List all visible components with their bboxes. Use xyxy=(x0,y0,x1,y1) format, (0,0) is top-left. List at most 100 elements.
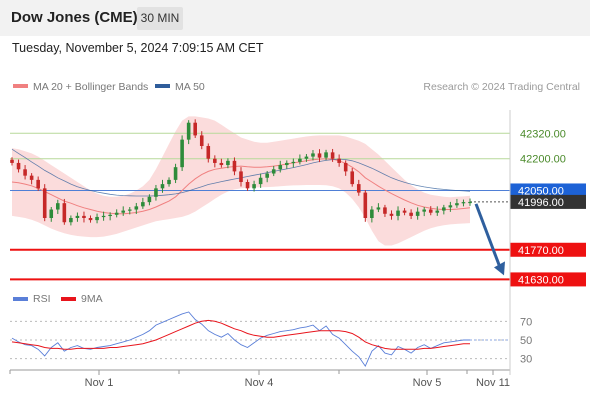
legend-label-9ma: 9MA xyxy=(81,293,103,305)
candle-body xyxy=(69,218,73,223)
level-label-resistance: 42200.00 xyxy=(520,154,566,166)
candle-body xyxy=(311,153,315,157)
candle-body xyxy=(415,211,420,216)
level-lines-layer xyxy=(10,132,510,281)
candle-body xyxy=(258,177,263,185)
rsi-tick-label: 70 xyxy=(520,316,532,328)
candles-layer xyxy=(10,119,472,226)
candle-body xyxy=(23,169,27,176)
rsi-tick-label: 30 xyxy=(520,354,532,366)
down-arrow-icon xyxy=(494,261,505,276)
candle-body xyxy=(88,218,93,221)
timestamp-label: Tuesday, November 5, 2024 7:09:15 AM CET xyxy=(12,41,264,55)
level-badge-pivot xyxy=(510,183,586,198)
candle-body xyxy=(213,158,217,163)
level-badge-support xyxy=(510,272,586,287)
rsi-line xyxy=(11,311,470,368)
candle-body xyxy=(402,210,407,213)
level-badges-layer: 42320.00 42200.00 42050.00 41770.00 41630.00… xyxy=(510,128,586,287)
candle-body xyxy=(147,196,152,203)
legend-swatch-rsi xyxy=(13,297,28,301)
candle-body xyxy=(337,158,341,163)
x-tick-label: Nov 1 xyxy=(85,377,114,389)
level-badge-text: 41770.00 xyxy=(518,245,564,257)
forecast-arrow-layer xyxy=(474,203,505,276)
legend-swatch-9ma xyxy=(61,297,76,301)
x-tick-label: Nov 11 xyxy=(476,377,510,389)
legend-swatch-bollinger xyxy=(13,84,28,88)
rsi-legend: RSI 9MA xyxy=(13,293,103,305)
candle-body xyxy=(317,153,322,158)
level-label-resistance: 42320.00 xyxy=(520,128,566,140)
candle-body xyxy=(232,160,237,172)
candle-body xyxy=(389,213,394,216)
candle-body xyxy=(127,209,132,211)
instrument-title: Dow Jones (CME) xyxy=(11,9,138,26)
candle-body xyxy=(356,184,361,193)
watermark: Research © 2024 Trading Central xyxy=(423,81,580,93)
rsi-9ma-line xyxy=(11,319,470,350)
candle-body xyxy=(160,184,165,189)
x-tick-label: Nov 4 xyxy=(245,377,274,389)
candle-body xyxy=(291,161,296,164)
candle-body xyxy=(108,214,112,217)
candle-body xyxy=(36,179,40,189)
legend-swatch-ma50 xyxy=(155,84,170,88)
candle-body xyxy=(121,210,126,213)
header-bar: Dow Jones (CME) 30 MIN xyxy=(0,0,590,36)
candle-body xyxy=(422,209,426,212)
candle-body xyxy=(134,206,139,210)
level-badge-support xyxy=(510,242,586,257)
candle-body xyxy=(435,210,440,213)
candle-body xyxy=(304,156,309,159)
ma20-line xyxy=(11,158,471,215)
candle-body xyxy=(56,203,60,210)
main-legend: MA 20 + Bollinger Bands MA 50 Research ©… xyxy=(13,81,580,93)
candle-body xyxy=(141,202,145,207)
candle-body xyxy=(186,122,191,140)
candle-body xyxy=(330,152,335,159)
candle-body xyxy=(16,162,21,170)
candle-body xyxy=(285,162,289,166)
candle-body xyxy=(82,215,86,218)
forecast-arrow-shaft xyxy=(474,203,502,268)
candle-body xyxy=(154,188,158,197)
candle-body xyxy=(62,203,67,223)
candle-body xyxy=(350,171,355,185)
candle-body xyxy=(383,207,387,214)
candle-body xyxy=(409,212,413,216)
candle-body xyxy=(468,201,472,204)
candle-body xyxy=(245,182,250,189)
last-price-text: 41996.00 xyxy=(518,197,564,209)
candle-body xyxy=(193,122,197,136)
legend-label-ma50: MA 50 xyxy=(175,81,205,93)
level-badge-text: 42050.00 xyxy=(518,185,564,197)
candle-body xyxy=(442,207,446,211)
level-badge-text: 41630.00 xyxy=(518,274,564,286)
x-tick-label: Nov 5 xyxy=(413,377,442,389)
candle-body xyxy=(278,165,283,170)
candle-body xyxy=(461,202,466,204)
candle-body xyxy=(428,209,433,213)
candle-body xyxy=(49,209,54,218)
candle-body xyxy=(455,203,459,206)
legend-label-bollinger: MA 20 + Bollinger Bands xyxy=(33,81,148,93)
candle-body xyxy=(173,167,178,180)
interval-button[interactable]: 30 MIN xyxy=(137,7,183,30)
candle-body xyxy=(298,158,302,162)
x-axis-ticks: Nov 1 Nov 4 Nov 5 Nov 11 xyxy=(9,370,510,389)
candle-body xyxy=(206,146,211,159)
candle-body xyxy=(376,207,381,210)
candle-body xyxy=(10,159,14,163)
candle-body xyxy=(370,209,374,218)
rsi-tick-label: 50 xyxy=(520,335,532,347)
candle-body xyxy=(252,184,256,189)
candle-body xyxy=(219,162,224,166)
candle-body xyxy=(448,205,453,208)
candle-body xyxy=(167,179,171,185)
candle-body xyxy=(363,192,368,218)
candle-body xyxy=(324,152,328,158)
candle-body xyxy=(29,175,34,180)
rsi-panel: 70 50 30 xyxy=(10,311,532,368)
